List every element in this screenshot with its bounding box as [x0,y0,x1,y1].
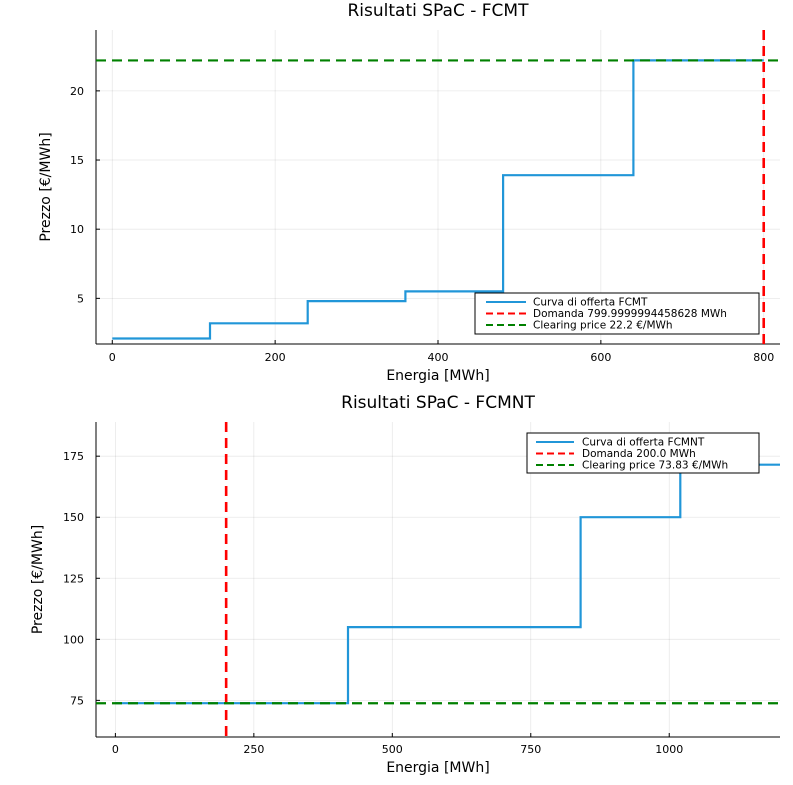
y-tick-label: 125 [63,572,84,585]
plot-area [96,30,780,344]
y-tick-label: 5 [77,292,84,305]
chart-title: Risultati SPaC - FCMT [348,1,530,21]
chart-2: 0 250 500 750 1000 75 100 125 150 175 Risultati SP… [30,393,780,776]
x-tick-label: 400 [428,351,449,364]
x-tick-label: 250 [243,743,264,756]
x-tick-label: 200 [265,351,286,364]
y-tick-label: 20 [70,85,84,98]
x-tick-label: 0 [112,743,119,756]
chart-1: 0 200 400 600 800 5 10 15 20 Risultati SPaC - FCM… [38,1,780,384]
legend-entry: Curva di offerta FCMNT [582,437,705,449]
x-axis-label: Energia [MWh] [386,368,489,384]
y-axis-label: Prezzo [€/MWh] [30,525,46,634]
x-tick-label: 1000 [655,743,683,756]
legend-entry: Clearing price 22.2 €/MWh [533,320,673,332]
legend-entry: Clearing price 73.83 €/MWh [582,460,728,472]
x-tick-label: 500 [382,743,403,756]
y-tick-label: 175 [63,450,84,463]
y-axis-label: Prezzo [€/MWh] [38,132,54,241]
x-tick-label: 750 [520,743,541,756]
y-tick-label: 10 [70,223,84,236]
legend-entry: Domanda 799.9999994458628 MWh [533,308,727,320]
y-tick-label: 75 [70,694,84,707]
y-tick-label: 15 [70,154,84,167]
legend-box [526,432,760,474]
x-tick-label: 800 [753,351,774,364]
supply-curve-line [112,59,764,340]
x-axis-label: Energia [MWh] [386,760,489,776]
supply-curve-line [115,463,780,705]
legend-entry: Curva di offerta FCMT [533,297,648,309]
y-tick-label: 150 [63,511,84,524]
y-tick-label: 100 [63,633,84,646]
x-tick-label: 600 [590,351,611,364]
x-tick-label: 0 [109,351,116,364]
legend-entry: Domanda 200.0 MWh [582,448,696,460]
chart-title: Risultati SPaC - FCMNT [341,393,535,413]
